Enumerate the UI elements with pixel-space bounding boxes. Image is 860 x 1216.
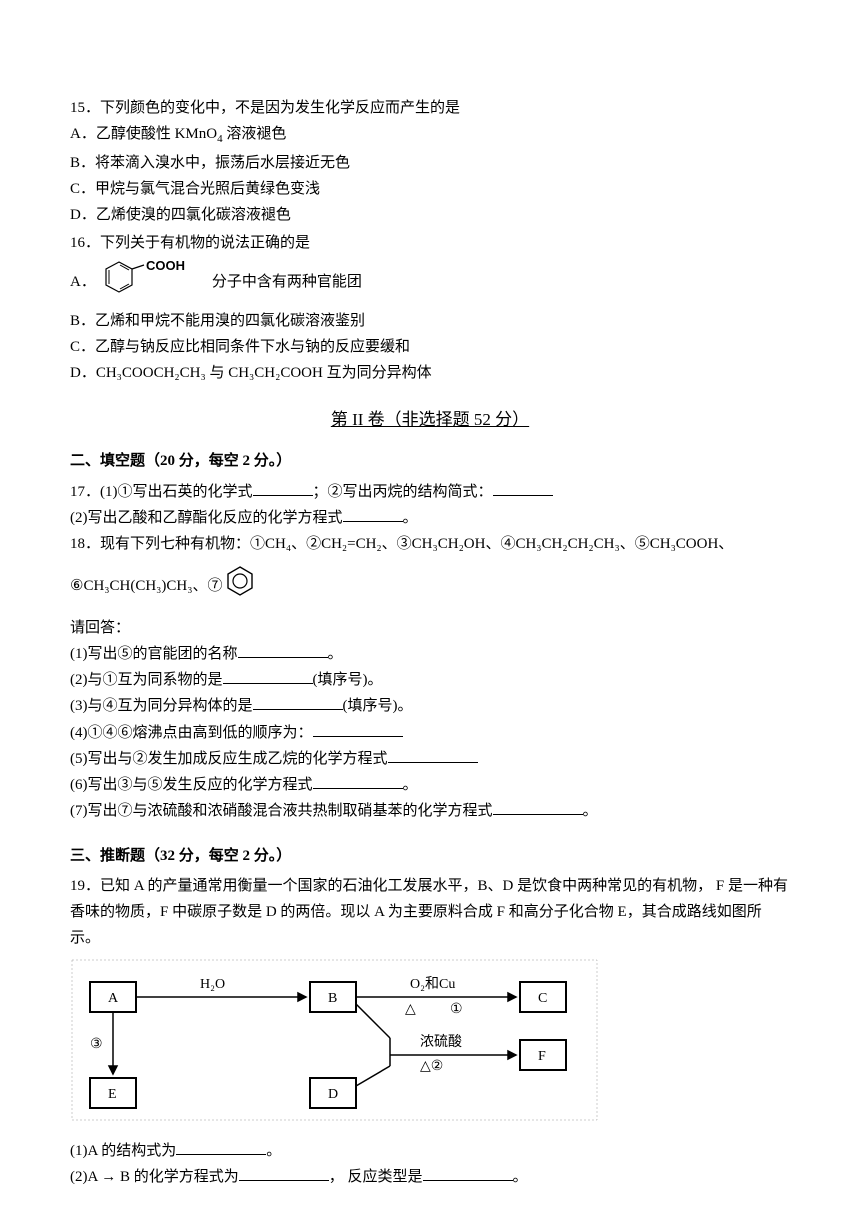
- blank: [238, 643, 328, 658]
- q15-opt-d: D．乙烯使溴的四氯化碳溶液褪色: [70, 202, 790, 228]
- q19-stem: 19．已知 A 的产量通常用衡量一个国家的石油化工发展水平，B、D 是饮食中两种…: [70, 873, 790, 952]
- q18-5: (5)写出与②发生加成反应生成乙烷的化学方程式: [70, 746, 790, 772]
- q15-opt-a: A．乙醇使酸性 KMnO4 溶液褪色: [70, 121, 790, 149]
- blank: [388, 748, 478, 763]
- q18-answer-label: 请回答：: [70, 615, 790, 641]
- svg-text:浓硫酸: 浓硫酸: [420, 1034, 462, 1050]
- q16-opt-b: B．乙烯和甲烷不能用溴的四氯化碳溶液鉴别: [70, 308, 790, 334]
- q19-1: (1)A 的结构式为。: [70, 1138, 790, 1164]
- q15-stem: 15．下列颜色的变化中，不是因为发生化学反应而产生的是: [70, 95, 790, 121]
- section-ii-title: 第 II 卷（非选择题 52 分）: [70, 405, 790, 435]
- q19-2: (2)A → B 的化学方程式为， 反应类型是。: [70, 1164, 790, 1190]
- svg-text:C: C: [538, 991, 547, 1006]
- q16-opt-c: C．乙醇与钠反应比相同条件下水与钠的反应要缓和: [70, 334, 790, 360]
- blank: [253, 481, 313, 496]
- blank: [493, 481, 553, 496]
- inference-title: 三、推断题（32 分，每空 2 分。）: [70, 843, 790, 869]
- fill-blank-title: 二、填空题（20 分，每空 2 分。）: [70, 448, 790, 474]
- q15-opt-b: B．将苯滴入溴水中，振荡后水层接近无色: [70, 150, 790, 176]
- svg-text:D: D: [328, 1087, 338, 1102]
- svg-text:①: ①: [450, 1002, 463, 1017]
- svg-text:△: △: [405, 1002, 416, 1017]
- svg-text:O₂和Cu: O₂和Cu: [410, 976, 455, 992]
- q17-1: 17．(1)①写出石英的化学式；②写出丙烷的结构简式：: [70, 479, 790, 505]
- svg-text:F: F: [538, 1049, 546, 1064]
- blank: [176, 1140, 266, 1155]
- blank: [493, 800, 583, 815]
- question-15: 15．下列颜色的变化中，不是因为发生化学反应而产生的是 A．乙醇使酸性 KMnO…: [70, 95, 790, 228]
- svg-text:COOH: COOH: [146, 258, 185, 273]
- blank: [313, 722, 403, 737]
- synthesis-diagram: A E B D C F H₂O ③ O₂和Cu △ ① 浓硫酸: [70, 958, 790, 1132]
- q18-2: (2)与①互为同系物的是(填序号)。: [70, 667, 790, 693]
- q18-3: (3)与④互为同分异构体的是(填序号)。: [70, 693, 790, 719]
- svg-text:E: E: [108, 1087, 117, 1102]
- q18-4: (4)①④⑥熔沸点由高到低的顺序为：: [70, 720, 790, 746]
- blank: [223, 669, 313, 684]
- q15-opt-c: C．甲烷与氯气混合光照后黄绿色变浅: [70, 176, 790, 202]
- q16-opt-d: D．CH₃COOCH₂CH₃ 与 CH₃CH₂COOH 互为同分异构体: [70, 360, 790, 386]
- blank: [343, 507, 403, 522]
- q16-opt-a: A． COOH 分子中含有两种官能团: [70, 257, 790, 308]
- svg-text:H₂O: H₂O: [200, 977, 225, 992]
- svg-text:△②: △②: [420, 1059, 443, 1074]
- q16-stem: 16．下列关于有机物的说法正确的是: [70, 230, 790, 256]
- blank: [423, 1166, 513, 1181]
- q18-cont: ⑥CH₃CH(CH₃)CH₃、⑦: [70, 563, 790, 608]
- question-16: 16．下列关于有机物的说法正确的是 A． COOH 分子中含有两种官能团 B．乙…: [70, 230, 790, 386]
- blank: [313, 774, 403, 789]
- q18-6: (6)写出③与⑤发生反应的化学方程式。: [70, 772, 790, 798]
- q18-1: (1)写出⑤的官能团的名称。: [70, 641, 790, 667]
- q18-stem: 18．现有下列七种有机物：①CH₄、②CH₂=CH₂、③CH₃CH₂OH、④CH…: [70, 531, 790, 557]
- svg-text:B: B: [328, 991, 337, 1006]
- benzene-ring-icon: [222, 563, 258, 608]
- blank: [253, 695, 343, 710]
- q17-2: (2)写出乙酸和乙醇酯化反应的化学方程式。: [70, 505, 790, 531]
- q18-7: (7)写出⑦与浓硫酸和浓硝酸混合液共热制取硝基苯的化学方程式。: [70, 798, 790, 824]
- svg-text:③: ③: [90, 1037, 103, 1052]
- blank: [239, 1166, 329, 1181]
- benzene-cooh-structure: COOH: [104, 257, 204, 308]
- svg-text:A: A: [108, 991, 119, 1006]
